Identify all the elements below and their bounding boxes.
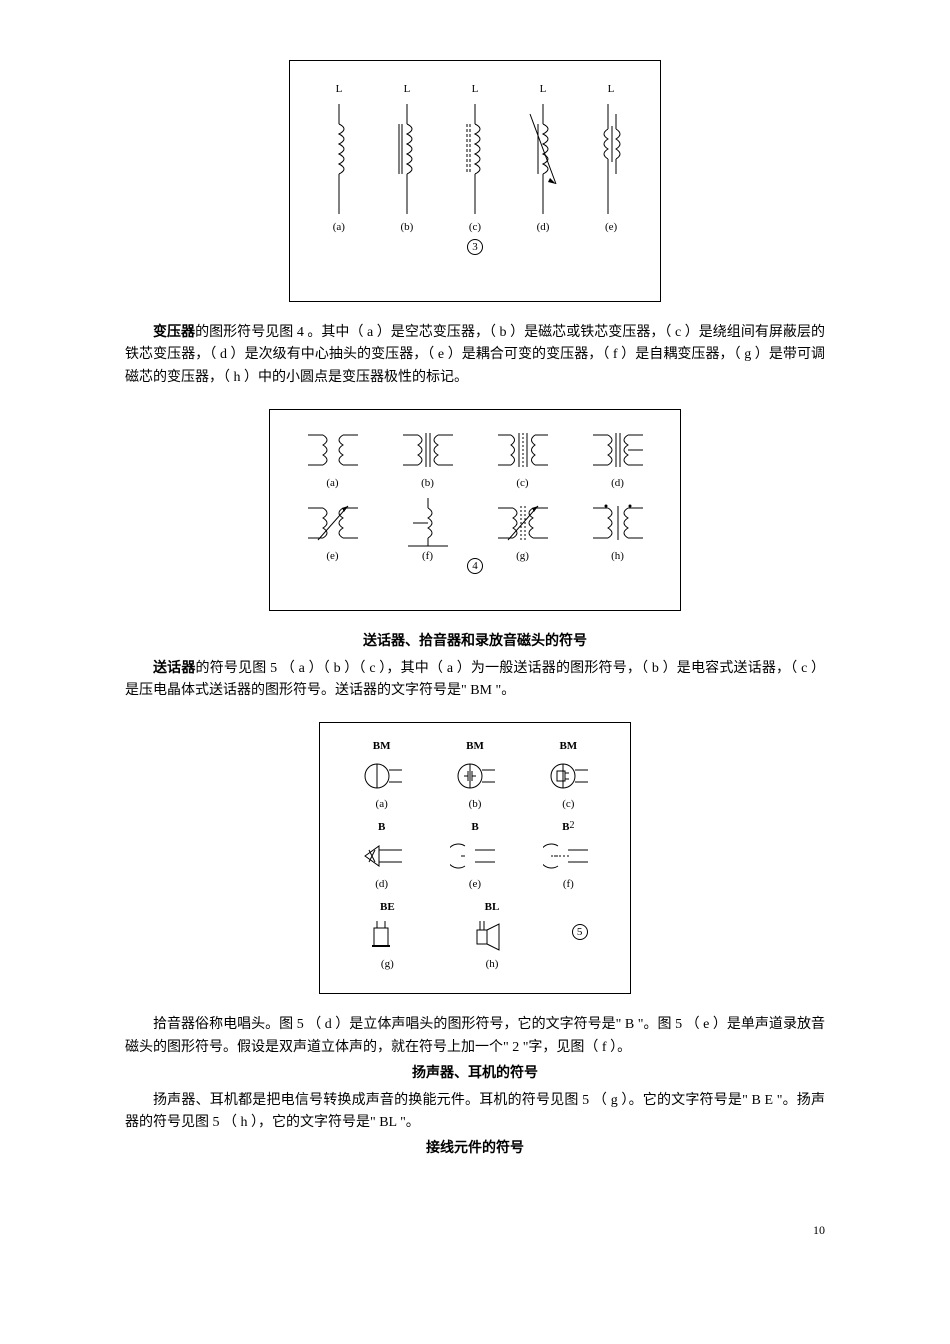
head-e — [450, 836, 500, 876]
para1-text: 的图形符号见图 4 。其中（ a ）是空芯变压器，（ b ）是磁芯或铁芯变压器，… — [125, 325, 825, 385]
fig5-b: (b) — [469, 798, 482, 810]
fig4-d: (d) — [611, 477, 624, 489]
fig5-bm3: BM — [559, 740, 577, 752]
fig4-a: (a) — [326, 477, 338, 489]
fig5-bm1: BM — [373, 740, 391, 752]
fig5-be: BE — [380, 901, 395, 913]
fig3-s3: (c) — [469, 221, 481, 233]
figure-3: L L L L L (a) (b) (c) (d) (e) 3 — [289, 60, 661, 302]
fig3-l3: L — [472, 83, 479, 95]
fig5-f: (f) — [563, 878, 574, 890]
fig3-l1: L — [336, 83, 343, 95]
para-mic: 送话器的符号见图 5 （ a ）（ b ）（ c ），其中（ a ）为一般送话器… — [125, 658, 825, 703]
heading-connector: 接线元件的符号 — [125, 1138, 825, 1160]
fig3-l2: L — [404, 83, 411, 95]
figure-5: BM(a) BM(b) BM(c) B(d) B(e) B2(f) BE(g) … — [319, 722, 631, 994]
para-pickup: 拾音器俗称电唱头。图 5 （ d ）是立体声唱头的图形符号，它的文字符号是" B… — [125, 1014, 825, 1059]
fig4-g: (g) — [516, 550, 529, 562]
pickup-d — [357, 836, 407, 876]
para-speaker: 扬声器、耳机都是把电信号转换成声音的换能元件。耳机的符号见图 5 （ g ）。它… — [125, 1090, 825, 1135]
transformer-b — [398, 425, 458, 475]
fig5-2: 2 — [569, 820, 574, 831]
fig5-bl: BL — [485, 901, 500, 913]
fig4-h: (h) — [611, 550, 624, 562]
fig3-s2: (b) — [401, 221, 414, 233]
mic-a — [357, 756, 407, 796]
mic-b — [450, 756, 500, 796]
inductor-e — [596, 104, 626, 214]
page-number: 10 — [125, 1221, 825, 1240]
transformer-a — [303, 425, 363, 475]
fig4-e: (e) — [326, 550, 338, 562]
transformer-e — [303, 498, 363, 548]
mic-c — [543, 756, 593, 796]
para2-text: 的符号见图 5 （ a ）（ b ）（ c ），其中（ a ）为一般送话器的图形… — [125, 661, 825, 698]
fig5-a: (a) — [376, 798, 388, 810]
transformer-f — [398, 498, 458, 548]
fig5-d: (d) — [375, 878, 388, 890]
fig5-bm2: BM — [466, 740, 484, 752]
para1-lead: 变压器 — [153, 325, 195, 340]
para-transformer: 变压器的图形符号见图 4 。其中（ a ）是空芯变压器，（ b ）是磁芯或铁芯变… — [125, 322, 825, 389]
fig4-b: (b) — [421, 477, 434, 489]
fig4-c: (c) — [516, 477, 528, 489]
fig3-l4: L — [540, 83, 547, 95]
fig4-f: (f) — [422, 550, 433, 562]
para2-lead: 送话器 — [153, 661, 196, 676]
speaker — [467, 916, 517, 956]
head-f — [543, 836, 593, 876]
fig5-c: (c) — [562, 798, 574, 810]
inductor-b — [392, 104, 422, 214]
heading-speaker: 扬声器、耳机的符号 — [125, 1063, 825, 1085]
transformer-d — [588, 425, 648, 475]
fig5-e: (e) — [469, 878, 481, 890]
fig3-num: 3 — [467, 239, 483, 255]
fig3-s4: (d) — [537, 221, 550, 233]
inductor-d — [528, 104, 558, 214]
transformer-c — [493, 425, 553, 475]
fig5-b1: B — [378, 821, 385, 833]
fig5-h: (h) — [486, 958, 499, 970]
inductor-c — [460, 104, 490, 214]
inductor-a — [324, 104, 354, 214]
earphone — [362, 916, 412, 956]
figure-4: (a) (b) (c) (d) (e) (f) (g) (h) 4 — [269, 409, 681, 611]
transformer-g — [493, 498, 553, 548]
fig5-num: 5 — [572, 924, 588, 940]
fig3-l5: L — [608, 83, 615, 95]
fig5-g: (g) — [381, 958, 394, 970]
fig4-num: 4 — [467, 558, 483, 574]
heading-mic: 送话器、拾音器和录放音磁头的符号 — [125, 631, 825, 653]
transformer-h — [588, 498, 648, 548]
fig3-s1: (a) — [333, 221, 345, 233]
fig5-b2: B — [471, 821, 478, 833]
fig3-s5: (e) — [605, 221, 617, 233]
